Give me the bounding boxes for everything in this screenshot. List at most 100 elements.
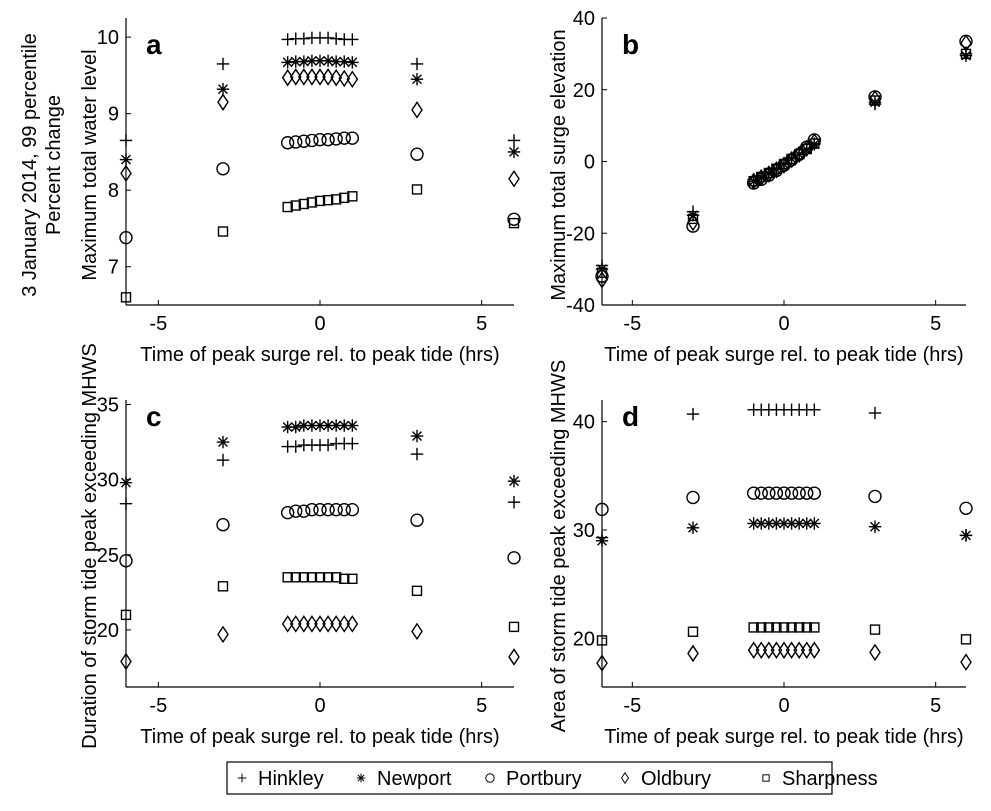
data-point	[289, 615, 302, 633]
legend-marker	[237, 773, 247, 783]
series-sharpness	[120, 572, 520, 633]
data-point	[869, 95, 881, 106]
data-point	[120, 652, 132, 671]
data-point	[763, 622, 775, 633]
x-tick-label: 0	[314, 313, 325, 335]
data-point	[345, 502, 360, 517]
series-newport	[119, 54, 521, 166]
data-point	[119, 153, 133, 166]
data-point	[869, 624, 881, 635]
data-point	[329, 32, 343, 45]
legend-item-sharpness: Sharpness	[762, 768, 878, 790]
y-tick-label: 8	[108, 180, 119, 202]
data-point	[216, 435, 230, 449]
y-tick-label: 30	[97, 470, 119, 492]
series-sharpness	[120, 184, 520, 303]
data-point	[217, 93, 229, 111]
data-point	[747, 641, 760, 659]
data-point	[869, 643, 881, 662]
data-point	[216, 82, 230, 96]
data-point	[281, 68, 294, 87]
data-point	[785, 641, 798, 659]
data-point	[217, 226, 229, 237]
data-point	[410, 447, 424, 461]
data-point	[321, 502, 335, 517]
data-point	[687, 626, 699, 637]
data-point	[338, 69, 351, 88]
data-point	[596, 654, 608, 672]
data-point	[507, 474, 521, 488]
data-point	[410, 73, 424, 86]
data-point	[808, 403, 821, 416]
data-point	[686, 407, 700, 421]
data-point	[754, 486, 768, 500]
data-point	[345, 131, 360, 145]
data-point	[595, 502, 609, 517]
data-point	[801, 622, 812, 633]
y-tick-label: 20	[573, 628, 595, 650]
data-point	[809, 138, 820, 149]
data-point	[306, 572, 318, 583]
legend-marker	[485, 773, 495, 783]
data-point	[346, 419, 359, 432]
y-tick-label: -20	[566, 223, 595, 245]
data-point	[746, 486, 761, 500]
data-point	[769, 486, 784, 500]
x-tick-label: 0	[778, 313, 789, 335]
data-point	[507, 551, 521, 565]
data-point	[748, 622, 759, 633]
x-tick-label: -5	[149, 695, 167, 717]
data-point	[297, 134, 311, 148]
data-point	[290, 200, 301, 211]
data-point	[321, 31, 335, 45]
legend-marker	[620, 771, 630, 785]
data-point	[306, 68, 318, 86]
data-point	[313, 502, 327, 517]
x-tick-label: -5	[149, 313, 167, 335]
x-tick-label: -5	[623, 313, 641, 335]
y-tick-label: 7	[108, 257, 119, 279]
data-point	[686, 490, 700, 505]
y-tick-label: -40	[566, 295, 595, 317]
data-point	[411, 585, 423, 597]
data-point	[808, 641, 821, 659]
data-point	[330, 572, 342, 583]
data-point	[960, 634, 972, 645]
legend-label: Sharpness	[782, 768, 878, 790]
series-newport	[119, 419, 521, 489]
x-tick-label: 0	[314, 695, 325, 717]
data-point	[793, 149, 805, 160]
data-point	[289, 504, 303, 518]
panel-letter: b	[622, 29, 639, 60]
data-point	[762, 641, 775, 659]
series-portbury	[119, 131, 521, 245]
data-point	[346, 33, 359, 46]
x-axis-label: Time of peak surge rel. to peak tide (hr…	[604, 344, 963, 366]
data-point	[801, 143, 812, 155]
data-point	[347, 191, 358, 202]
data-point	[119, 134, 133, 147]
data-point	[298, 198, 310, 210]
data-point	[339, 573, 350, 585]
panel-b: b -5 0 5 -40 -20 0 20 40 Time of peak surge rel. …	[548, 8, 973, 366]
data-point	[329, 55, 343, 68]
data-point	[298, 572, 310, 583]
data-point	[762, 486, 776, 500]
data-point	[305, 54, 319, 68]
data-point	[280, 136, 295, 150]
legend-items: Hinkley Newport Portbury Oldbury Sharpness	[237, 768, 878, 790]
data-point	[800, 641, 813, 659]
data-point	[793, 622, 805, 633]
data-point	[290, 572, 301, 583]
data-point	[306, 197, 318, 208]
panel-letter: d	[622, 401, 639, 432]
data-point	[959, 529, 973, 542]
data-point	[508, 169, 520, 188]
panel-letter: a	[146, 29, 162, 60]
data-point	[784, 486, 799, 500]
data-point	[595, 269, 609, 283]
data-point	[216, 162, 230, 176]
y-axis-label: Maximum total water level	[79, 49, 101, 280]
data-point	[322, 572, 334, 583]
